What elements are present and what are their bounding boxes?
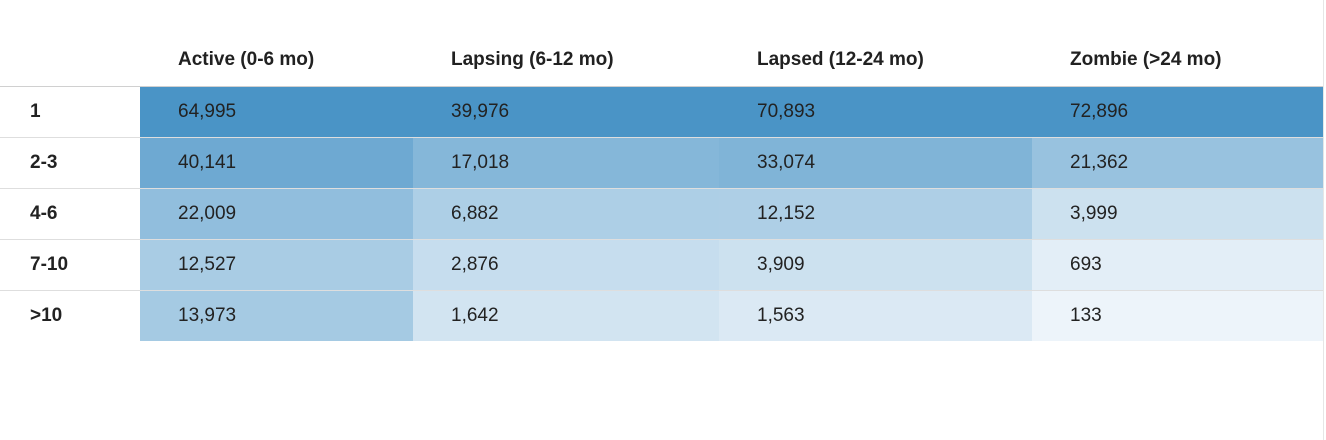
heatmap-cell: 64,995 xyxy=(140,86,413,138)
heatmap-cell: 12,152 xyxy=(719,188,1032,240)
row-label: 1 xyxy=(0,86,140,138)
heatmap-cell: 17,018 xyxy=(413,137,719,189)
heatmap-cell: 39,976 xyxy=(413,86,719,138)
table-row: >10 13,973 1,642 1,563 133 xyxy=(0,290,1323,341)
heatmap-cell: 70,893 xyxy=(719,86,1032,138)
heatmap-table: Active (0-6 mo) Lapsing (6-12 mo) Lapsed… xyxy=(0,34,1323,341)
heatmap-cell: 693 xyxy=(1032,239,1323,291)
heatmap-cell: 3,999 xyxy=(1032,188,1323,240)
column-header-lapsing: Lapsing (6-12 mo) xyxy=(413,34,719,87)
row-label: 7-10 xyxy=(0,239,140,291)
table-row: 1 64,995 39,976 70,893 72,896 xyxy=(0,86,1323,138)
heatmap-cell: 13,973 xyxy=(140,290,413,341)
heatmap-cell: 133 xyxy=(1032,290,1323,341)
column-header-row: Active (0-6 mo) Lapsing (6-12 mo) Lapsed… xyxy=(0,34,1323,87)
heatmap-cell: 1,642 xyxy=(413,290,719,341)
corner-cell xyxy=(0,34,140,87)
heatmap-cell: 12,527 xyxy=(140,239,413,291)
heatmap-cell: 72,896 xyxy=(1032,86,1323,138)
heatmap-cell: 6,882 xyxy=(413,188,719,240)
heatmap-cell: 40,141 xyxy=(140,137,413,189)
heatmap-cell: 22,009 xyxy=(140,188,413,240)
row-label: >10 xyxy=(0,290,140,341)
column-header-lapsed: Lapsed (12-24 mo) xyxy=(719,34,1032,87)
heatmap-cell: 1,563 xyxy=(719,290,1032,341)
panel-right-border xyxy=(1323,0,1324,440)
heatmap-cell: 2,876 xyxy=(413,239,719,291)
table-row: 4-6 22,009 6,882 12,152 3,999 xyxy=(0,188,1323,240)
row-label: 2-3 xyxy=(0,137,140,189)
column-header-zombie: Zombie (>24 mo) xyxy=(1032,34,1323,87)
heatmap-cell: 33,074 xyxy=(719,137,1032,189)
column-header-active: Active (0-6 mo) xyxy=(140,34,413,87)
heatmap-cell: 3,909 xyxy=(719,239,1032,291)
row-label: 4-6 xyxy=(0,188,140,240)
table-row: 2-3 40,141 17,018 33,074 21,362 xyxy=(0,137,1323,189)
heatmap-cell: 21,362 xyxy=(1032,137,1323,189)
table-row: 7-10 12,527 2,876 3,909 693 xyxy=(0,239,1323,291)
